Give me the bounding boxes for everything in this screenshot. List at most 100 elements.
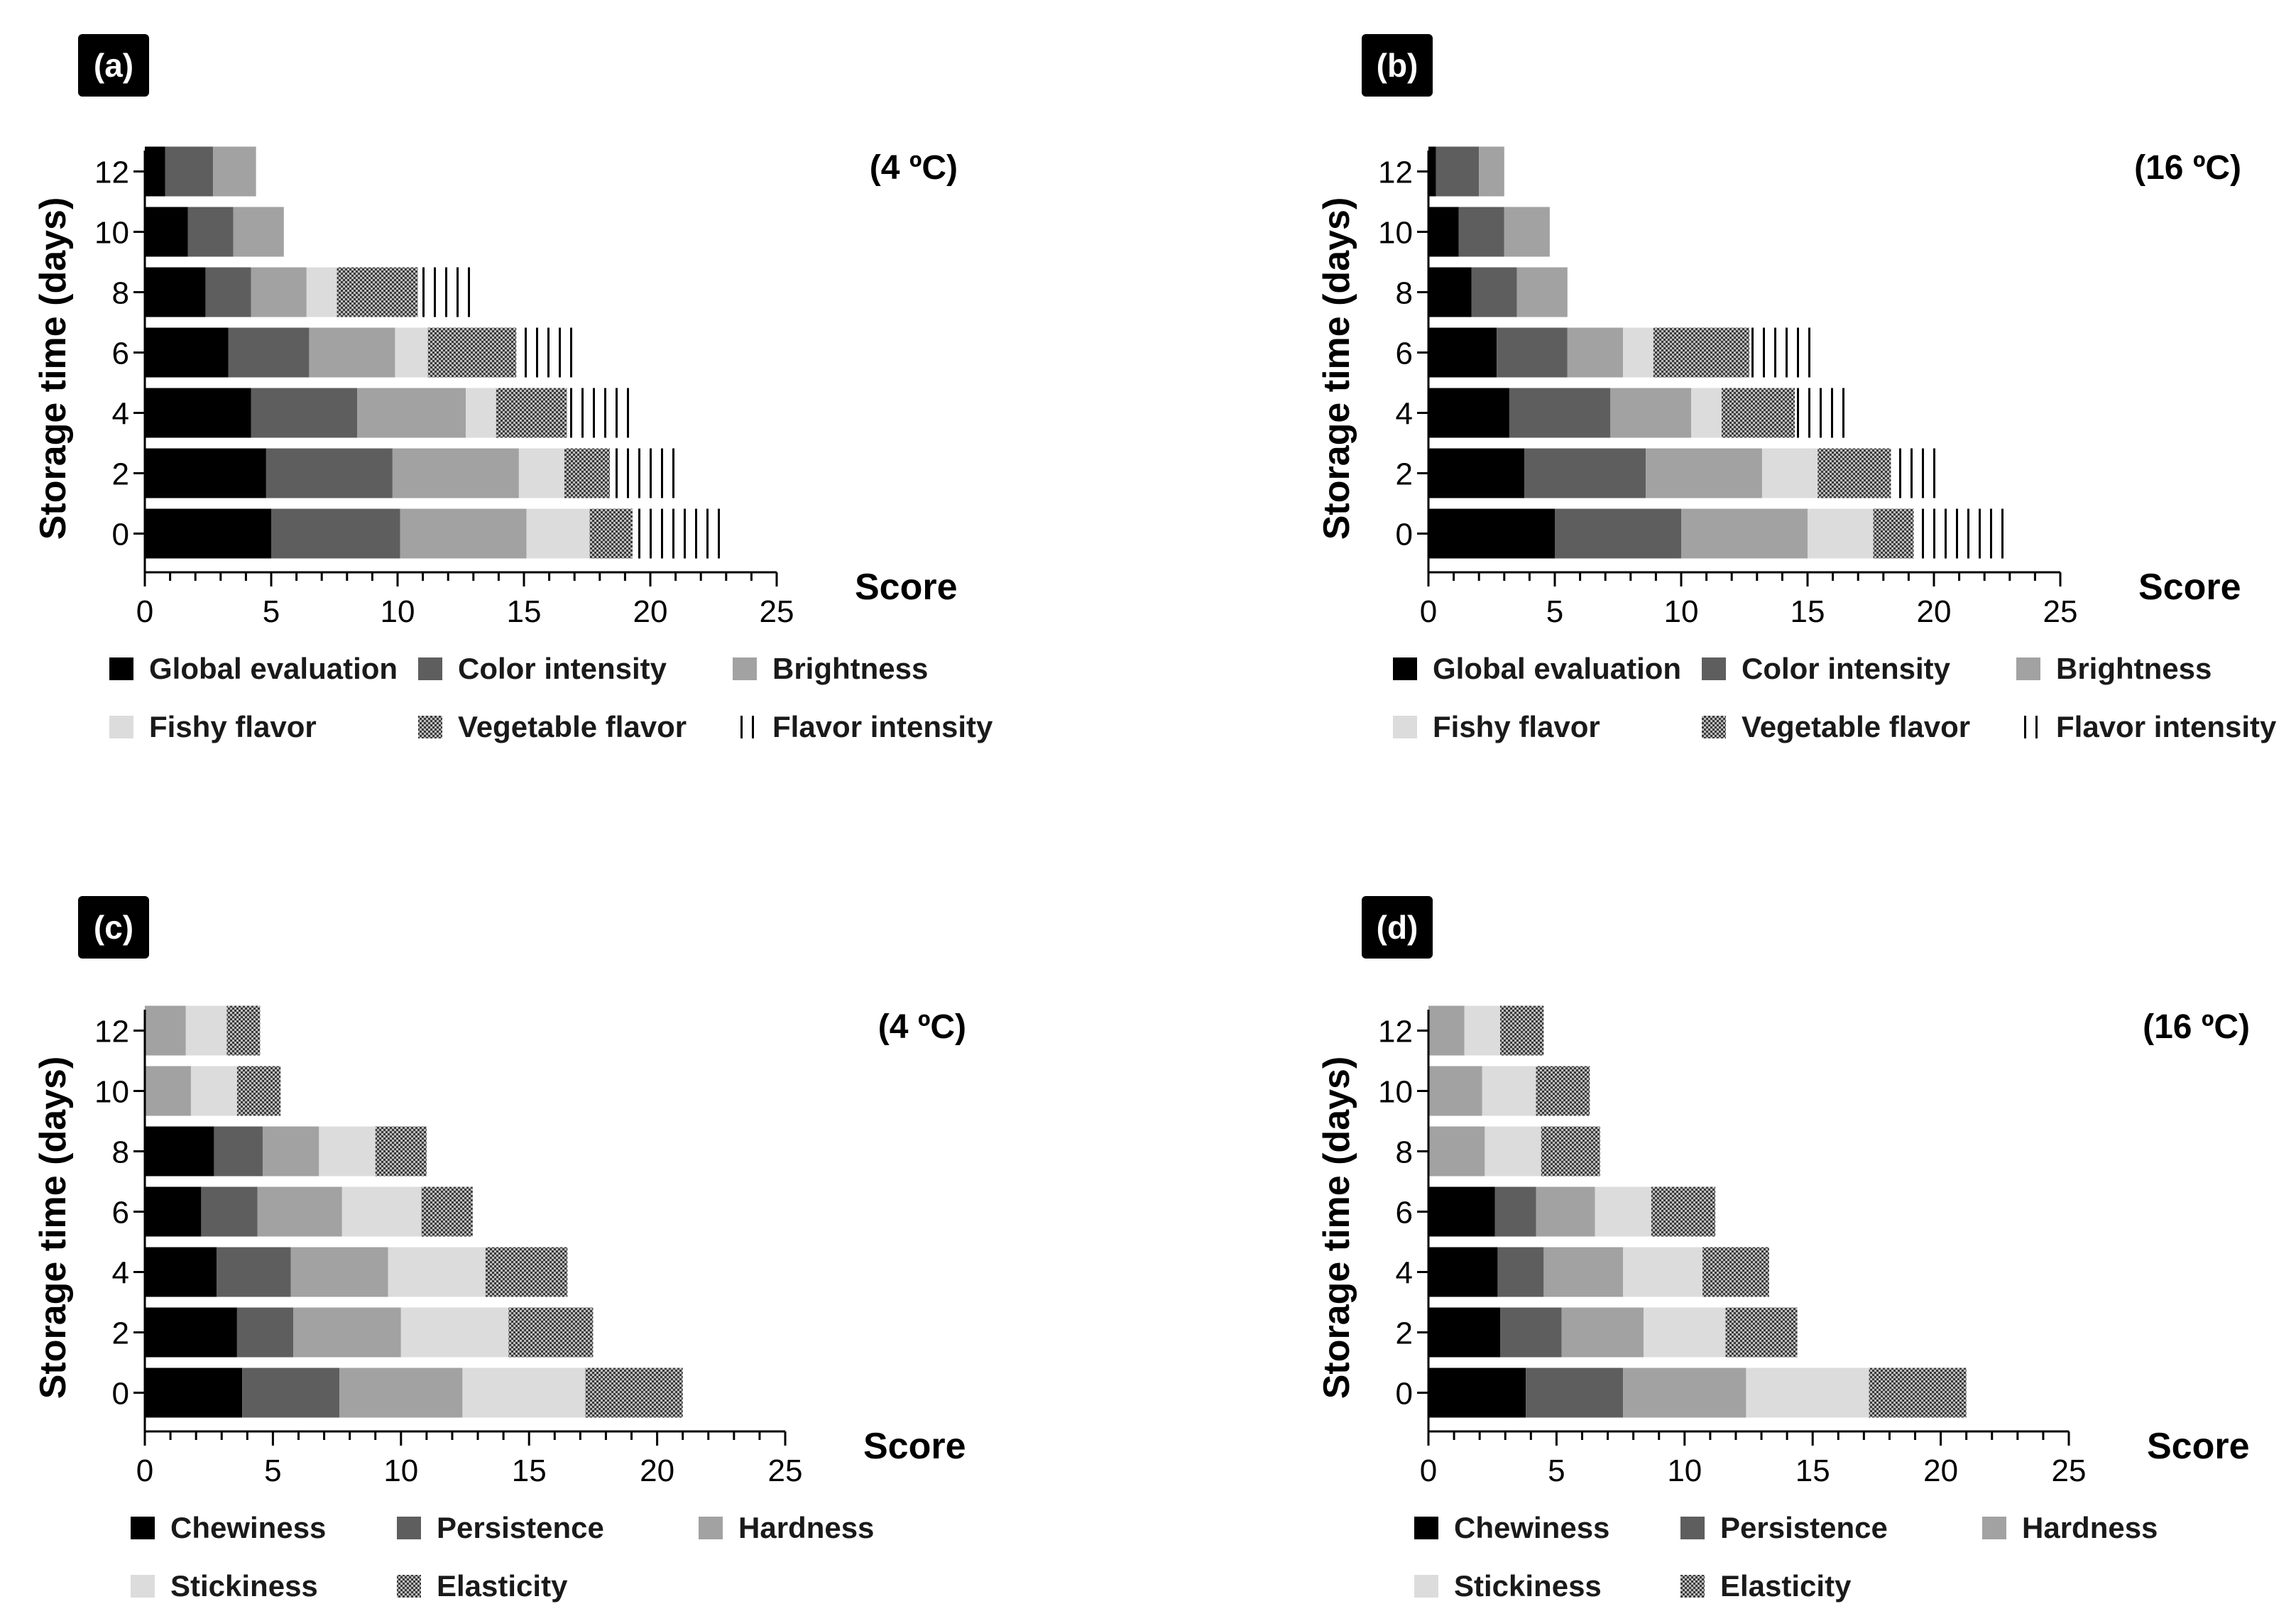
bar-segment	[1795, 388, 1846, 438]
legend-swatch	[699, 1517, 723, 1539]
x-tick-label: 20	[1917, 594, 1952, 629]
y-tick-label: 4	[1396, 1256, 1413, 1291]
chart-panel: (b) (16 ºC) 0 5 10 15 20 25 0 2 4 6 8 10 12 Score Storag…	[1316, 34, 2277, 743]
bar-segment	[1428, 1066, 1482, 1116]
bar-segment	[1651, 1186, 1716, 1237]
bar-segment	[1500, 1005, 1544, 1056]
bar-segment	[257, 1186, 342, 1237]
bar-segment	[1464, 1005, 1501, 1056]
bar-segment	[1428, 1247, 1498, 1297]
legend-label: Chewiness	[170, 1511, 326, 1544]
y-tick-label: 2	[112, 457, 129, 492]
x-tick-label: 5	[1546, 594, 1563, 629]
bar-segment	[395, 327, 428, 378]
bar-segment	[1543, 1247, 1624, 1297]
x-tick-label: 20	[1923, 1453, 1958, 1488]
legend-label: Color intensity	[1742, 652, 1951, 685]
bar-segment	[165, 146, 214, 197]
bar-segment	[1536, 1066, 1590, 1116]
x-tick-label: 25	[2052, 1453, 2087, 1488]
panel-badge	[78, 896, 149, 959]
bar-segment	[1691, 388, 1722, 438]
legend-label: Fishy flavor	[149, 710, 317, 743]
panel-badge	[78, 34, 149, 97]
bar-segment	[1428, 327, 1497, 378]
bar-segment	[1746, 1368, 1869, 1418]
x-tick-label: 15	[512, 1453, 547, 1488]
legend-swatch	[1702, 657, 1726, 680]
bar-segment	[242, 1368, 340, 1418]
condition-label: (16 ºC)	[2143, 1008, 2250, 1046]
bar-segment	[1428, 1005, 1465, 1056]
bar-segment	[213, 146, 256, 197]
bar-segment	[1516, 267, 1568, 317]
panel-label: (d)	[1377, 909, 1418, 946]
bar-segment	[1497, 327, 1568, 378]
x-tick-label: 25	[2043, 594, 2078, 629]
x-tick-label: 25	[760, 594, 794, 629]
x-tick-label: 5	[1548, 1453, 1565, 1488]
x-tick-label: 20	[633, 594, 668, 629]
legend-label: Persistence	[1720, 1511, 1888, 1544]
bar-segment	[1749, 327, 1815, 378]
legend-swatch	[418, 657, 442, 680]
bar-segment	[1428, 388, 1509, 438]
bar-segment	[1504, 207, 1550, 257]
y-tick-label: 0	[112, 518, 129, 552]
bar-segment	[271, 508, 400, 559]
bar-segment	[1644, 1307, 1726, 1358]
bar-segment	[145, 146, 165, 197]
y-tick-label: 2	[112, 1316, 129, 1351]
y-tick-label: 6	[1396, 337, 1413, 371]
y-tick-label: 0	[1396, 1377, 1413, 1412]
legend-swatch	[1414, 1575, 1438, 1598]
bar-segment	[1761, 448, 1818, 498]
legend-swatch	[2016, 657, 2040, 680]
bar-segment	[1526, 1368, 1624, 1418]
bar-segment	[145, 1005, 186, 1056]
bar-segment	[589, 508, 633, 559]
bar-segment	[1500, 1307, 1562, 1358]
bar-segment	[1702, 1247, 1769, 1297]
x-tick-label: 10	[1664, 594, 1699, 629]
y-tick-label: 8	[112, 1135, 129, 1170]
bar-segment	[610, 448, 676, 498]
y-tick-label: 8	[1396, 276, 1413, 311]
legend-label: Persistence	[437, 1511, 604, 1544]
bar-segment	[306, 267, 337, 317]
bar-segment	[1817, 448, 1891, 498]
y-axis-label: Storage time (days)	[1316, 197, 1357, 540]
bar-segment	[1623, 1247, 1703, 1297]
bar-segment	[1524, 448, 1646, 498]
bar-segment	[217, 1247, 291, 1297]
y-tick-label: 6	[112, 1196, 129, 1230]
bar-segment	[185, 1005, 227, 1056]
legend-label: Brightness	[2056, 652, 2212, 685]
bar-segment	[392, 448, 519, 498]
panel-label: (c)	[94, 909, 133, 946]
y-tick-label: 12	[1378, 1015, 1413, 1049]
x-tick-label: 10	[1667, 1453, 1702, 1488]
bar-segment	[1653, 327, 1750, 378]
x-axis-label: Score	[2147, 1426, 2250, 1467]
bar-segment	[427, 327, 517, 378]
bar-segment	[1913, 508, 2008, 559]
bar-segment	[205, 267, 251, 317]
legend-label: Brightness	[772, 652, 928, 685]
y-tick-label: 8	[112, 276, 129, 311]
legend-swatch	[1680, 1517, 1705, 1539]
legend-label: Hardness	[2022, 1511, 2158, 1544]
bar-segment	[341, 1186, 422, 1237]
bar-segment	[421, 1186, 473, 1237]
bar-segment	[633, 508, 726, 559]
bar-segment	[462, 1368, 586, 1418]
legend-swatch	[1982, 1517, 2006, 1539]
y-axis-label: Storage time (days)	[33, 1057, 74, 1399]
y-tick-label: 12	[94, 1015, 129, 1049]
bar-segment	[400, 1307, 509, 1358]
legend-swatch	[109, 716, 133, 738]
bar-segment	[1497, 1247, 1544, 1297]
y-tick-label: 0	[112, 1377, 129, 1412]
bar-segment	[518, 448, 564, 498]
